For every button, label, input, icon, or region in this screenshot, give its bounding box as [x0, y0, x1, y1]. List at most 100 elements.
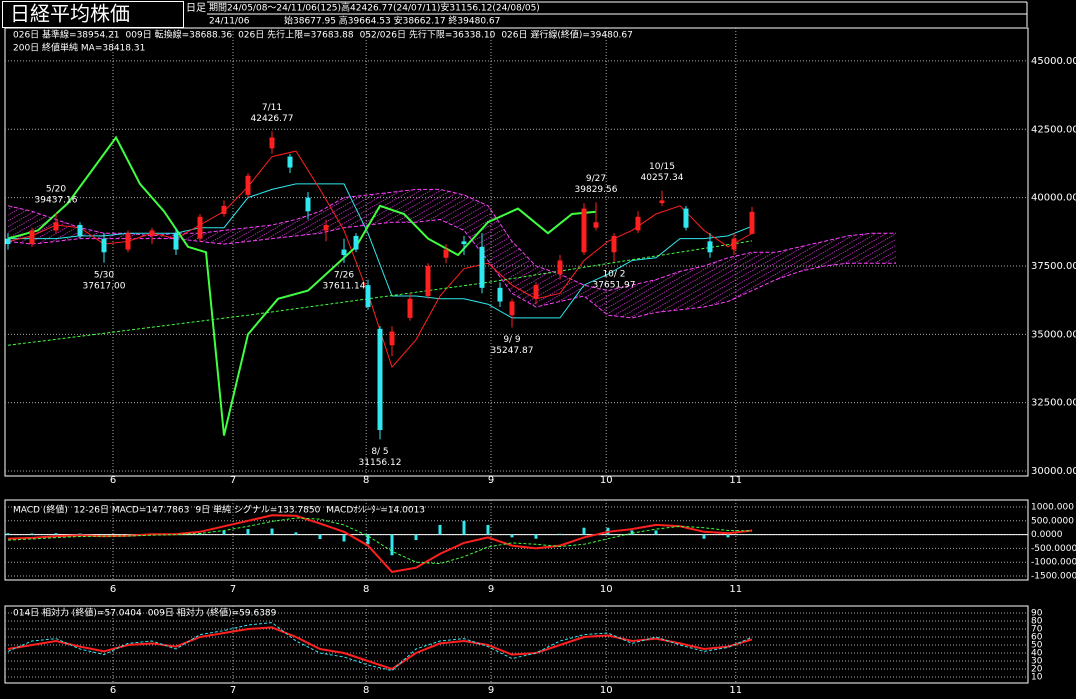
histogram-bar: [558, 533, 562, 535]
histogram-bar: [726, 534, 730, 538]
line: [8, 183, 753, 319]
histogram-bar: [342, 534, 346, 542]
histogram-bar: [654, 530, 658, 535]
candle-body: [557, 260, 563, 275]
histogram-bar: [534, 534, 538, 539]
candle-body: [683, 208, 689, 228]
annotation-value: 39437.16: [35, 196, 78, 206]
y-tick-label: -1000.000: [1031, 558, 1076, 568]
legend-entry: 026日 遅行線(終値)=39480.67: [501, 29, 633, 41]
legend-entry: 014日 相対力 (終値)=57.0404: [13, 607, 142, 619]
candle-body: [173, 233, 179, 250]
candle-body: [221, 205, 227, 215]
candle-body: [407, 298, 413, 318]
candle-body: [149, 230, 155, 236]
candle-body: [707, 241, 713, 253]
candle-body: [125, 233, 131, 250]
candle-body: [479, 246, 485, 288]
annotation-value: 42426.77: [251, 114, 294, 124]
y-tick-label: 500.0000: [1031, 516, 1074, 526]
y-tick-label: 30000.00: [1031, 466, 1076, 477]
candle-body: [509, 301, 515, 316]
info-date: 24/11/06: [209, 17, 250, 27]
x-tick-label: 11: [729, 475, 742, 486]
candle-body: [323, 224, 329, 231]
legend-entry: 052/026日 先行下限=36338.10: [360, 29, 496, 41]
legend-entry: 12-26日 MACD=147.7863: [74, 505, 189, 516]
candle-body: [611, 235, 617, 253]
line: [7, 135, 597, 436]
x-tick-label: 9: [488, 685, 494, 696]
histogram-bar: [318, 534, 322, 540]
histogram-bar: [702, 534, 706, 539]
x-tick-label: 10: [600, 475, 613, 486]
histogram-bar: [462, 520, 466, 535]
candle-body: [5, 238, 11, 245]
candle-body: [581, 208, 587, 253]
x-tick-label: 8: [363, 685, 369, 696]
histogram-bar: [54, 533, 58, 535]
histogram-bar: [438, 524, 442, 535]
annotation-date: 7/11: [262, 103, 282, 113]
histogram-bar: [486, 524, 490, 535]
y-tick-label: 32500.00: [1031, 398, 1076, 409]
panel-frame: [4, 499, 1029, 581]
annotation-date: 10/15: [649, 162, 675, 172]
legend-entry: 026日 基準線=38954.21: [13, 29, 120, 41]
histogram-bar: [510, 534, 514, 538]
line: [7, 622, 753, 672]
chart-title: 日経平均株価: [10, 2, 130, 26]
candle-body: [341, 249, 347, 256]
candle-body: [749, 211, 755, 234]
line: [7, 626, 753, 671]
info-ohlc: 始38677.95 高39664.53 安38662.17 終39480.67: [284, 15, 500, 27]
candle-body: [353, 235, 359, 250]
period-label: 日足: [186, 2, 206, 14]
annotation-date: 10/ 2: [602, 269, 625, 279]
candle-body: [533, 285, 539, 299]
y-tick-label: 50: [1031, 641, 1043, 651]
histogram-bar: [414, 534, 418, 541]
x-tick-label: 8: [363, 584, 369, 595]
candle-body: [425, 265, 431, 297]
candle-body: [377, 328, 383, 431]
x-tick-label: 10: [600, 685, 613, 696]
histogram-bar: [30, 533, 34, 535]
info-period: 期間24/05/08～24/11/06(125)高42426.77(24/07/…: [209, 2, 540, 14]
histogram-bar: [78, 533, 82, 535]
y-tick-label: 0.0000: [1031, 530, 1063, 540]
y-tick-label: 20: [1031, 665, 1043, 675]
x-tick-label: 11: [729, 584, 742, 595]
x-tick-label: 7: [230, 685, 236, 696]
histogram-bar: [630, 530, 634, 535]
x-tick-label: 6: [110, 685, 116, 696]
y-tick-label: 45000.00: [1031, 56, 1076, 67]
annotation-date: 8/ 5: [371, 447, 388, 457]
x-tick-label: 11: [729, 685, 742, 696]
y-tick-label: -1500.000: [1031, 571, 1076, 581]
x-tick-label: 6: [110, 584, 116, 595]
y-tick-label: 10: [1031, 673, 1043, 683]
candle-body: [731, 238, 737, 250]
candle-body: [497, 287, 503, 302]
cloud-span: [7, 218, 896, 319]
histogram-bar: [366, 534, 370, 545]
y-tick-label: 1000.000: [1031, 503, 1074, 513]
candle-body: [593, 222, 599, 228]
annotation-value: 37651.97: [593, 280, 636, 290]
annotation-value: 39829.56: [575, 185, 618, 195]
candle-body: [305, 197, 311, 212]
legend-entry: MACDｵｼﾚｰﾀｰ=14.0013: [326, 505, 425, 516]
y-tick-label: -500.0000: [1031, 544, 1076, 554]
panel-frame: [4, 27, 1029, 477]
legend-entry: 009日 転換線=38688.36: [126, 29, 233, 41]
annotation-date: 5/30: [94, 270, 114, 280]
histogram-bar: [246, 529, 250, 535]
annotation-date: 9/27: [586, 174, 606, 184]
candle-body: [659, 200, 665, 204]
annotation-date: 7/26: [334, 270, 354, 280]
candle-body: [53, 222, 59, 231]
candle-body: [365, 285, 371, 307]
y-tick-label: 80: [1031, 617, 1043, 627]
